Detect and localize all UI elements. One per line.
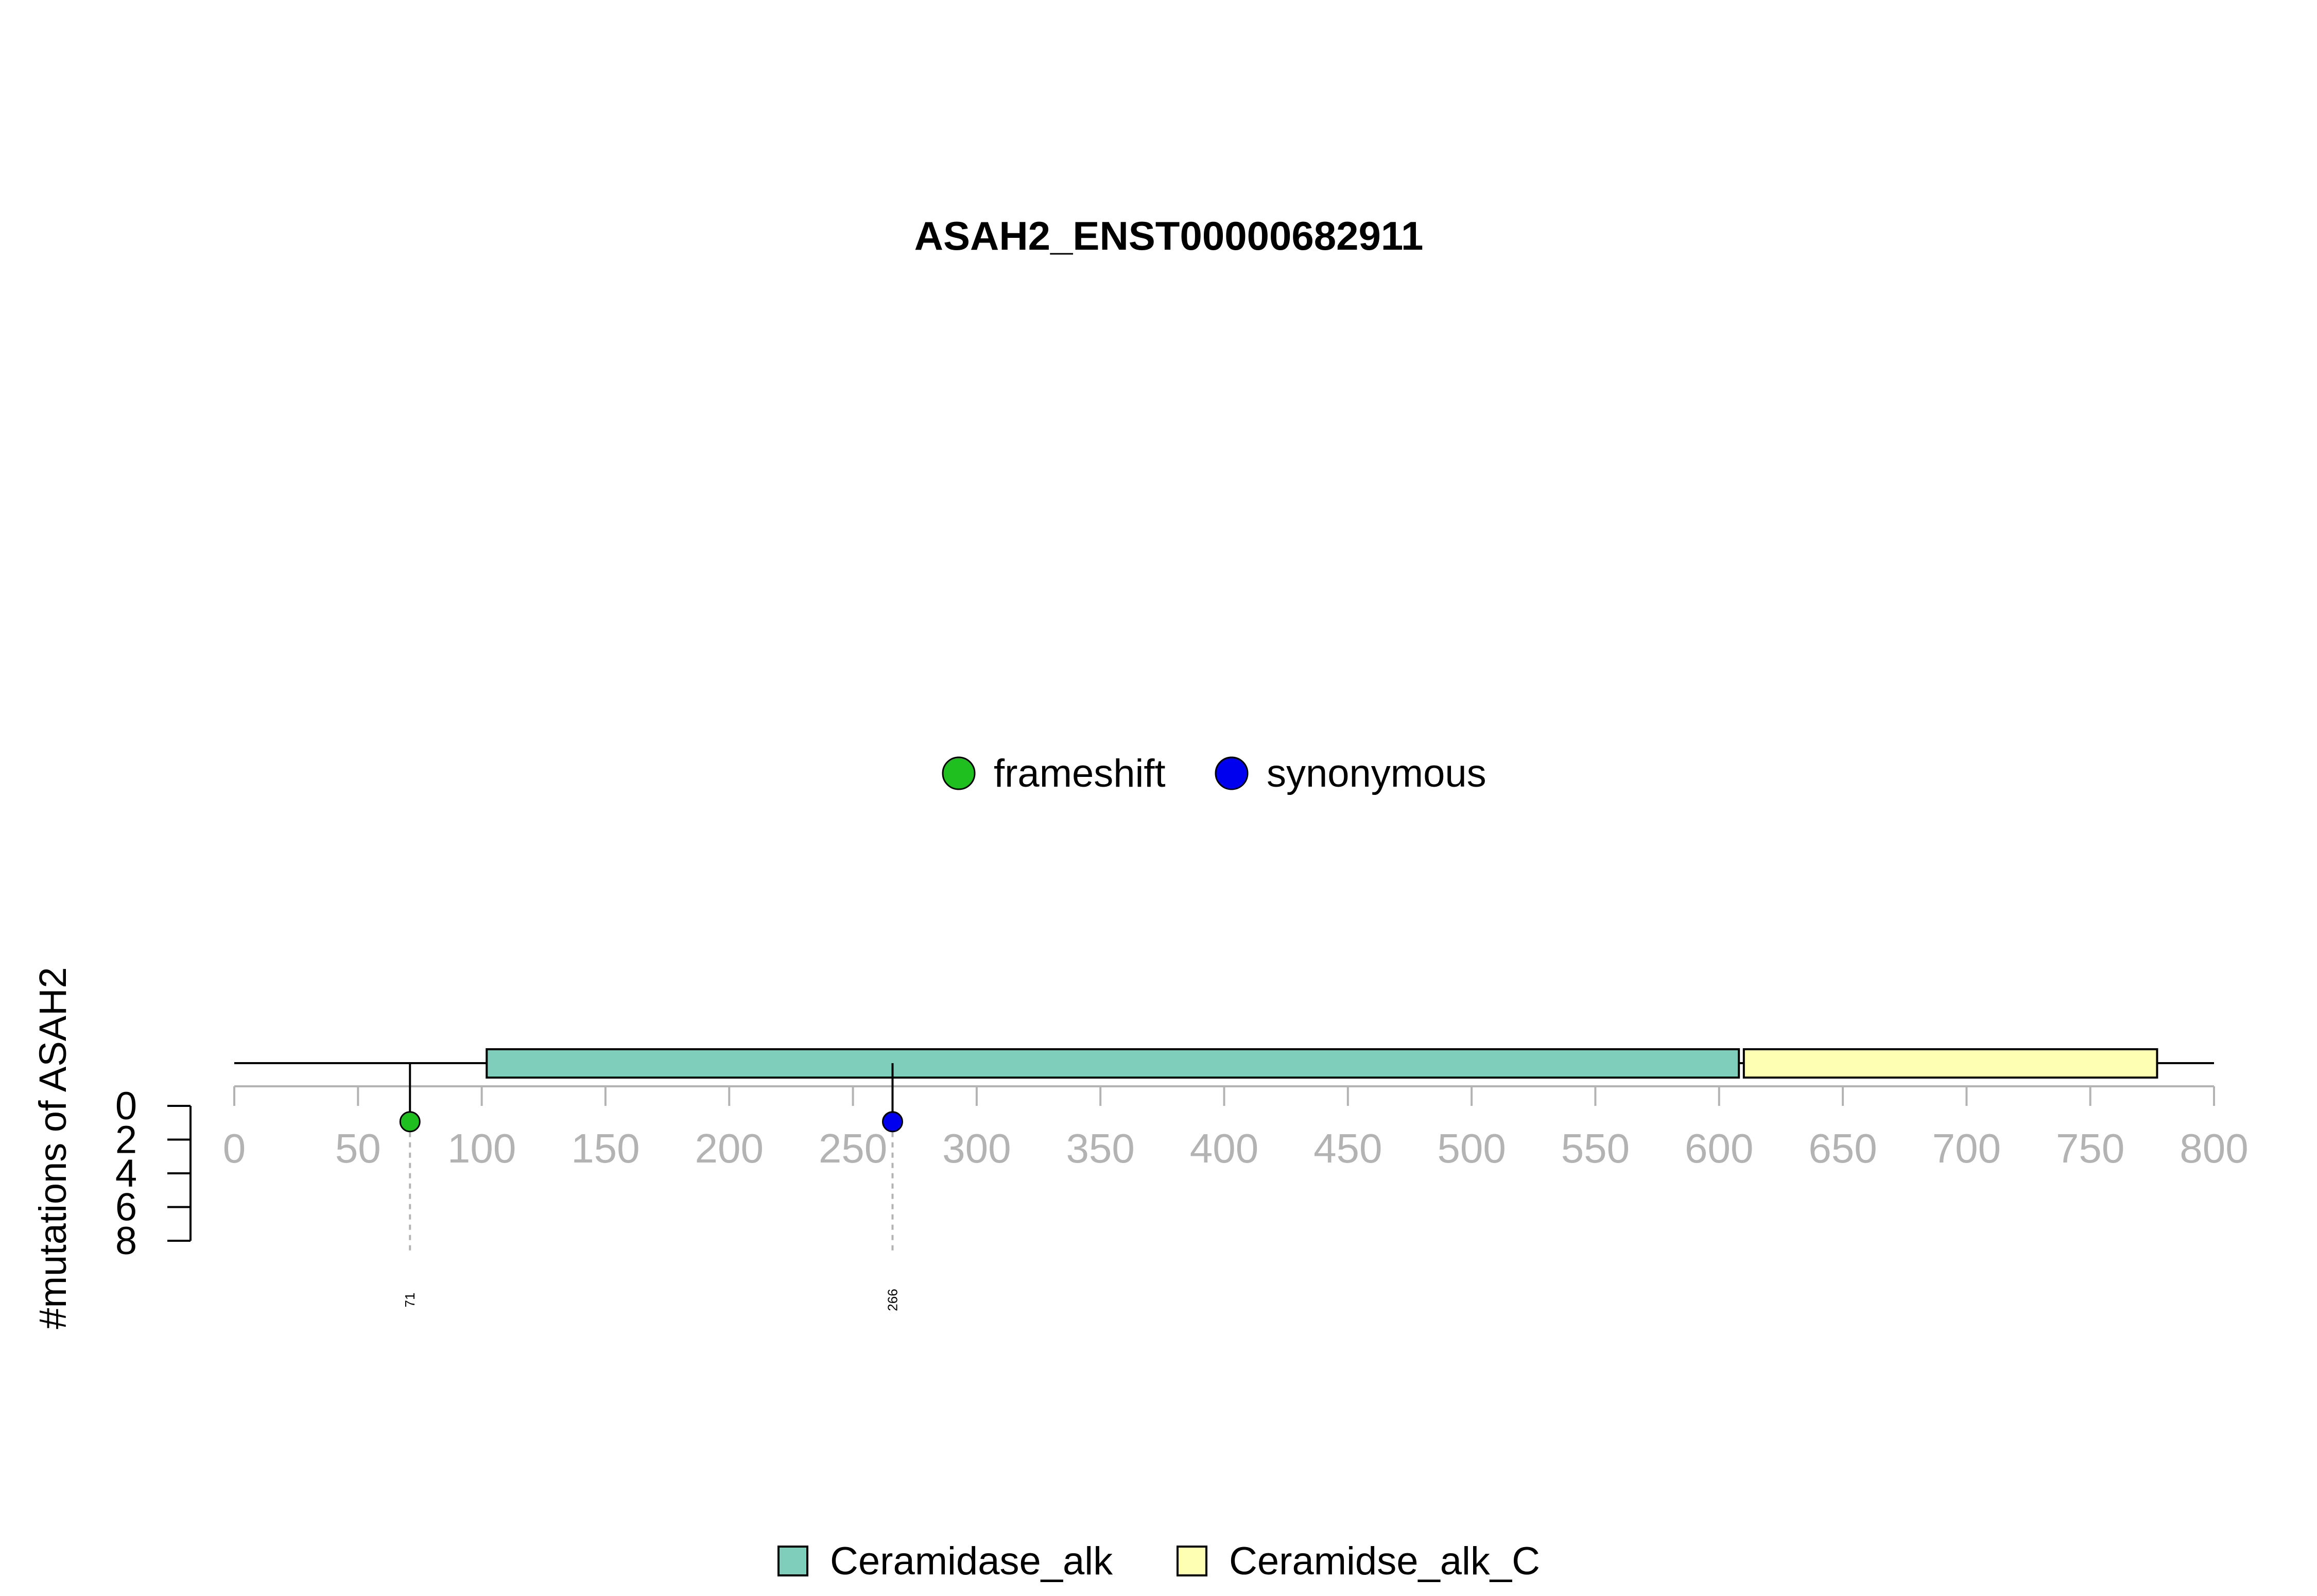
- mutation-position-label: 71: [402, 1293, 418, 1308]
- x-tick-label: 750: [2056, 1125, 2124, 1171]
- legend-marker-synonymous: [1215, 756, 1249, 790]
- x-tick-label: 550: [1561, 1125, 1630, 1171]
- x-tick-label: 350: [1066, 1125, 1134, 1171]
- domain-legend-label-Ceramidase_alk: Ceramidase_alk: [830, 1539, 1113, 1583]
- x-tick-label: 450: [1313, 1125, 1382, 1171]
- y-tick-label: 2: [115, 1118, 137, 1162]
- legend-marker-frameshift: [942, 756, 976, 790]
- domain-Ceramidase_alk: [486, 1048, 1740, 1079]
- domain-legend-label-Ceramidse_alk_C: Ceramidse_alk_C: [1229, 1539, 1540, 1583]
- mutation-point: [881, 1111, 903, 1133]
- y-tick-label: 0: [115, 1084, 137, 1128]
- x-tick-label: 100: [447, 1125, 516, 1171]
- chart-title: ASAH2_ENST00000682911: [914, 213, 1424, 258]
- x-tick-label: 800: [2180, 1125, 2248, 1171]
- x-tick-label: 250: [819, 1125, 887, 1171]
- mutation-position-label: 266: [885, 1289, 900, 1311]
- mutation-point: [399, 1111, 421, 1133]
- domain-Ceramidse_alk_C: [1742, 1048, 2158, 1079]
- legend-label-synonymous: synonymous: [1267, 752, 1486, 795]
- x-tick-label: 200: [695, 1125, 764, 1171]
- y-axis-label: #mutations of ASAH2: [31, 967, 74, 1329]
- x-tick-label: 500: [1437, 1125, 1506, 1171]
- domain-legend-swatch-Ceramidse_alk_C: [1177, 1546, 1207, 1576]
- y-tick-label: 4: [115, 1152, 137, 1195]
- x-tick-label: 50: [335, 1125, 381, 1171]
- y-tick-label: 8: [115, 1219, 137, 1263]
- x-tick-label: 150: [571, 1125, 639, 1171]
- x-tick-label: 650: [1808, 1125, 1877, 1171]
- y-tick-label: 6: [115, 1186, 137, 1229]
- legend-label-frameshift: frameshift: [994, 752, 1166, 795]
- x-tick-label: 600: [1685, 1125, 1753, 1171]
- x-tick-label: 300: [942, 1125, 1011, 1171]
- x-tick-label: 400: [1190, 1125, 1258, 1171]
- x-tick-label: 0: [223, 1125, 246, 1171]
- x-tick-label: 700: [1932, 1125, 2001, 1171]
- domain-legend-swatch-Ceramidase_alk: [777, 1546, 808, 1576]
